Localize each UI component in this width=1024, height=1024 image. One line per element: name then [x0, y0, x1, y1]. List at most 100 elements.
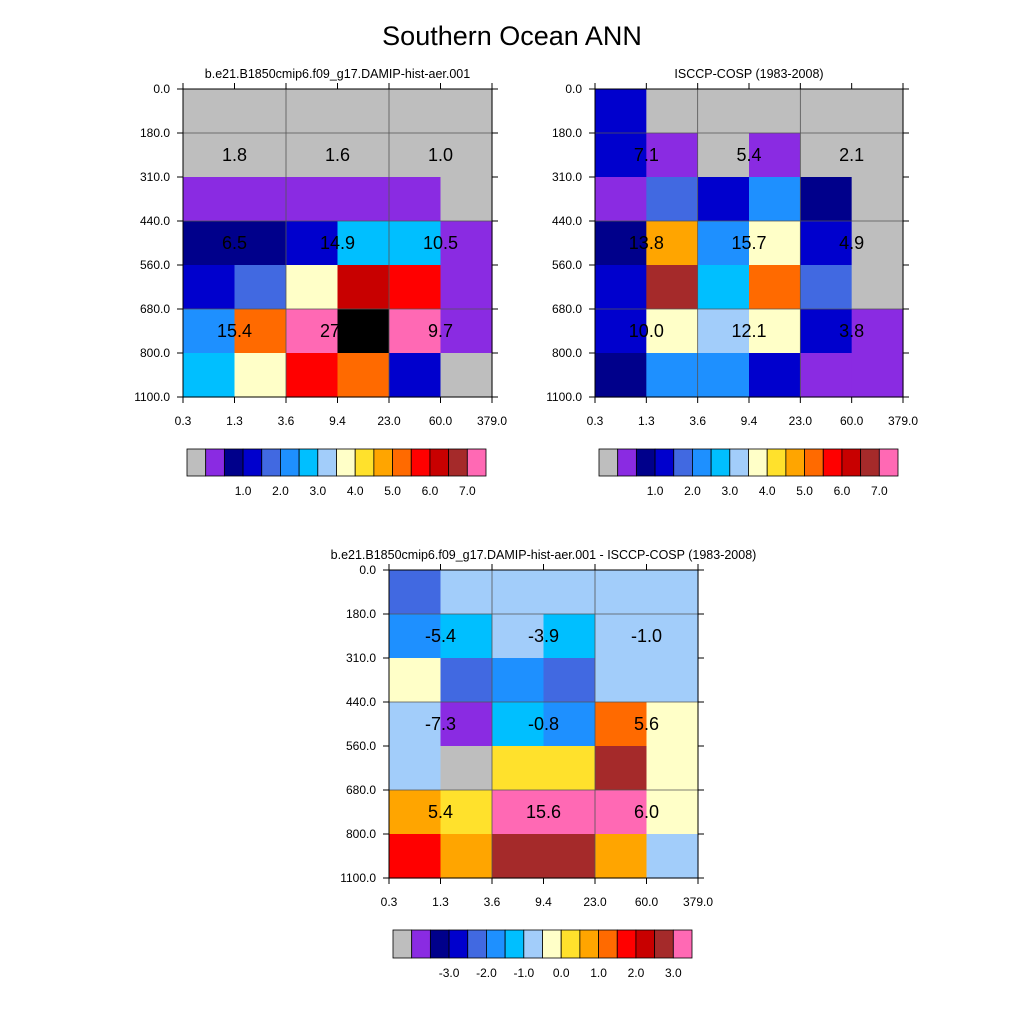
heatmap-cell	[646, 570, 699, 615]
heatmap-cell	[595, 177, 647, 222]
colorbar-swatch	[579, 929, 599, 959]
x-tick-label: 9.4	[741, 414, 758, 428]
bin-value-label: 15.7	[731, 233, 766, 253]
colorbar-label: 7.0	[871, 484, 888, 498]
heatmap-cell	[646, 790, 699, 835]
heatmap-cell	[646, 133, 699, 178]
heatmap-cell	[440, 790, 493, 835]
colorbar-label: 2.0	[684, 484, 701, 498]
heatmap-cell	[646, 834, 699, 879]
heatmap-cell	[646, 177, 699, 222]
colorbar-swatch	[560, 929, 581, 959]
colorbar-swatch	[841, 448, 862, 477]
heatmap-cell	[337, 353, 390, 398]
colorbar-swatch	[448, 929, 469, 959]
heatmap-cell	[389, 89, 442, 134]
heatmap-cell	[749, 89, 801, 134]
heatmap-cell	[697, 353, 750, 398]
heatmap-cell	[595, 89, 647, 134]
bin-value-label: -7.3	[425, 714, 456, 734]
colorbar-swatch	[354, 448, 375, 477]
heatmap-cell	[595, 221, 647, 266]
heatmap-cell	[440, 309, 493, 354]
heatmap-cell	[800, 353, 853, 398]
colorbar-swatch	[392, 929, 413, 959]
y-tick-label: 440.0	[140, 214, 170, 228]
y-tick-label: 180.0	[552, 126, 582, 140]
heatmap-cell	[749, 265, 801, 310]
x-tick-label: 3.6	[278, 414, 295, 428]
y-tick-label: 800.0	[346, 827, 376, 841]
heatmap-cell	[440, 89, 493, 134]
heatmap-cell	[337, 177, 390, 222]
x-tick-label: 3.6	[689, 414, 706, 428]
heatmap-cell	[492, 790, 545, 835]
heatmap-cell	[234, 221, 287, 266]
heatmap-panel-3: b.e21.B1850cmip6.f09_g17.DAMIP-hist-aer.…	[331, 548, 757, 980]
y-tick-label: 800.0	[552, 346, 582, 360]
heatmap-cell	[800, 221, 853, 266]
colorbar: 1.0 2.0 3.0 4.0 5.0 6.0 7.0	[598, 448, 899, 498]
heatmap-cell	[286, 221, 339, 266]
x-tick-label: 9.4	[329, 414, 346, 428]
colorbar-swatch	[654, 929, 674, 959]
heatmap-cell	[183, 309, 236, 354]
heatmap-cell	[440, 177, 493, 222]
colorbar-swatch	[317, 448, 337, 477]
colorbar-label: 1.0	[590, 966, 607, 980]
heatmap-cell	[183, 265, 236, 310]
y-tick-label: 560.0	[140, 258, 170, 272]
heatmap-cell	[646, 221, 699, 266]
colorbar-swatch	[654, 448, 675, 477]
y-tick-label: 310.0	[346, 651, 376, 665]
colorbar: 1.0 2.0 3.0 4.0 5.0 6.0 7.0	[186, 448, 487, 498]
colorbar-swatch	[448, 448, 468, 477]
colorbar-swatch	[280, 448, 300, 477]
heatmap-cell	[543, 746, 596, 791]
x-tick-label: 60.0	[429, 414, 453, 428]
y-tick-label: 1100.0	[340, 871, 376, 885]
heatmap-cell	[440, 265, 493, 310]
heatmap-cell	[595, 570, 648, 615]
colorbar-swatch	[748, 448, 768, 477]
heatmap-cell	[595, 746, 648, 791]
heatmap-cell	[851, 177, 904, 222]
x-tick-label: 23.0	[789, 414, 813, 428]
heatmap-cell	[800, 133, 853, 178]
colorbar-swatch	[785, 448, 805, 477]
colorbar-label: 5.0	[796, 484, 813, 498]
colorbar-label: 6.0	[834, 484, 851, 498]
heatmap-cell	[646, 89, 699, 134]
bin-value-label: 1.6	[325, 145, 350, 165]
panel-title: b.e21.B1850cmip6.f09_g17.DAMIP-hist-aer.…	[331, 548, 757, 562]
heatmap-cell	[595, 353, 647, 398]
colorbar-swatch	[542, 929, 562, 959]
heatmap-cell	[337, 133, 390, 178]
heatmap-cell	[697, 265, 750, 310]
heatmap-cell	[337, 309, 390, 354]
bin-value-label: -5.4	[425, 626, 456, 646]
heatmap-cell	[851, 133, 904, 178]
bin-value-label: 1.8	[222, 145, 247, 165]
bin-value-label: -1.0	[631, 626, 662, 646]
colorbar-swatch	[373, 448, 393, 477]
y-tick-label: 800.0	[140, 346, 170, 360]
heatmap-cell	[851, 353, 904, 398]
heatmap-cell	[595, 658, 648, 703]
heatmap-cell	[234, 265, 287, 310]
y-tick-label: 310.0	[140, 170, 170, 184]
colorbar-label: 6.0	[422, 484, 439, 498]
heatmap-cell	[697, 309, 750, 354]
heatmap-cell	[646, 309, 699, 354]
y-tick-label: 680.0	[552, 302, 582, 316]
colorbar-label: 3.0	[665, 966, 682, 980]
bin-value-label: 15.4	[217, 321, 252, 341]
heatmap-cell	[800, 89, 853, 134]
colorbar-swatch	[223, 448, 244, 477]
y-tick-label: 560.0	[552, 258, 582, 272]
colorbar-swatch	[822, 448, 843, 477]
x-tick-label: 1.3	[432, 895, 449, 909]
heatmap-cell	[800, 265, 853, 310]
colorbar-swatch	[466, 448, 487, 477]
